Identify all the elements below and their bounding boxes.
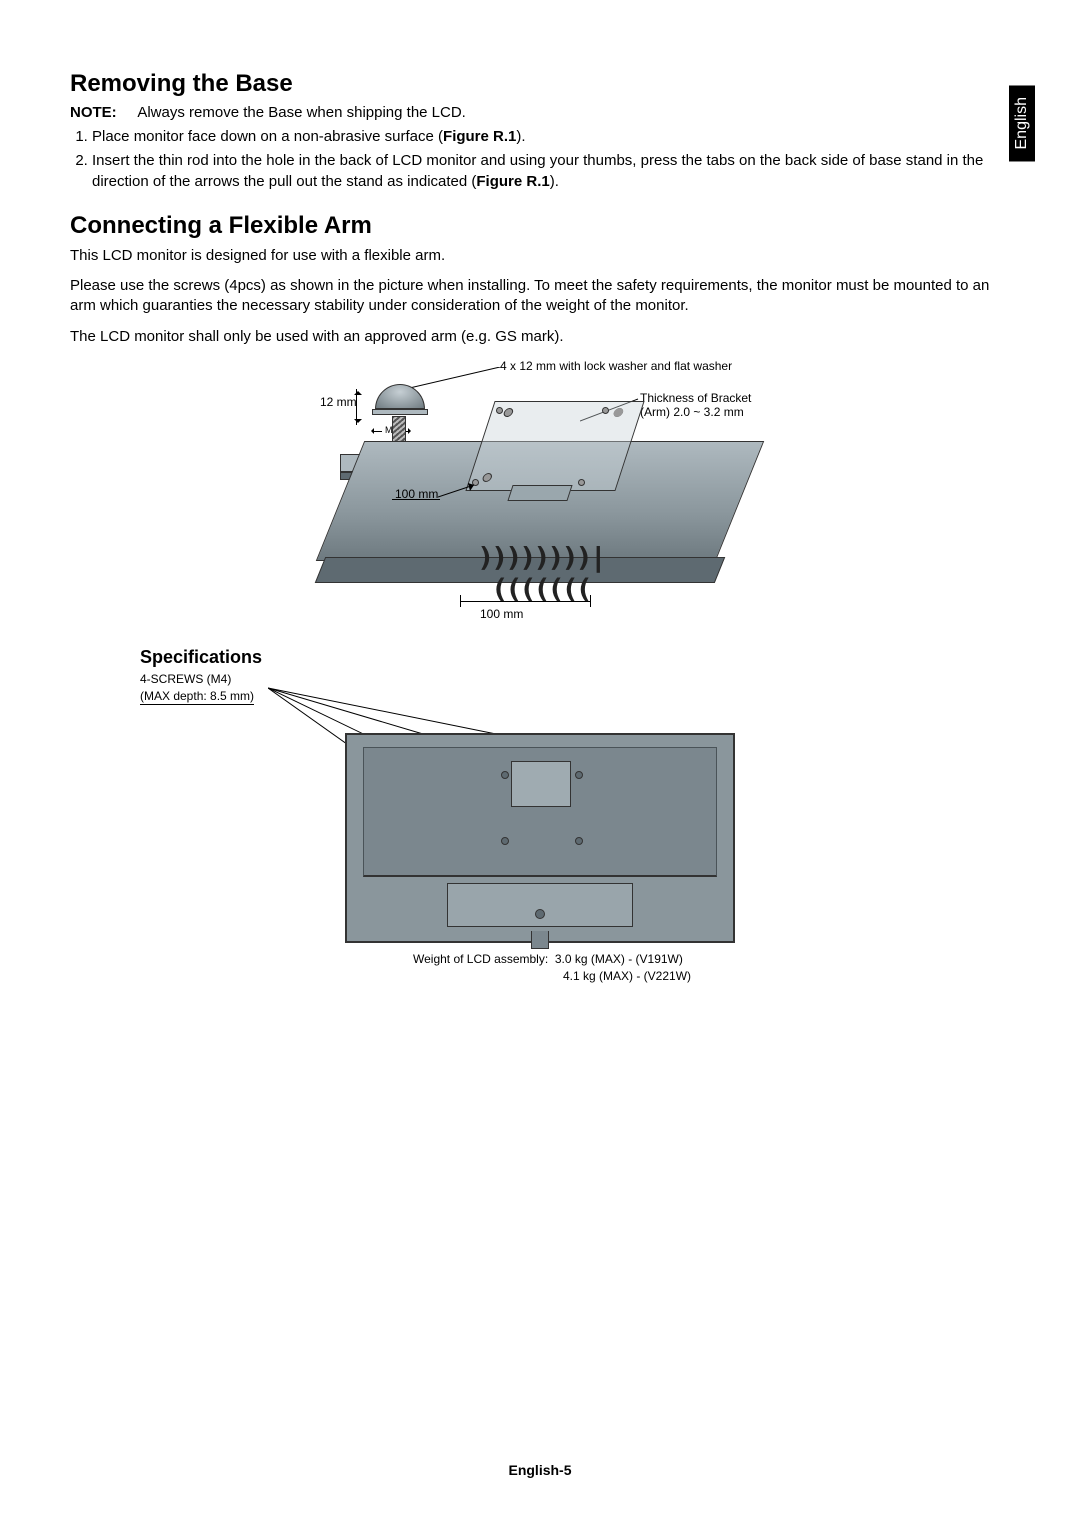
page-content: Removing the Base NOTE: Always remove th… [0, 0, 1080, 973]
stand-notch-icon [531, 931, 549, 949]
step-text-after: ). [550, 173, 559, 190]
dim-tick [590, 595, 591, 607]
diagram-back-view: Weight of LCD assembly: 3.0 kg (MAX) - (… [325, 713, 755, 973]
list-item: Place monitor face down on a non-abrasiv… [92, 127, 1010, 147]
weight-v191w: 3.0 kg (MAX) - (V191W) [555, 952, 683, 966]
screw-hole-icon [578, 479, 585, 486]
dim-underline [392, 499, 440, 500]
leader-line [438, 483, 476, 501]
step-text: Place monitor face down on a non-abrasiv… [92, 128, 443, 145]
note-text: Always remove the Base when shipping the… [137, 104, 466, 121]
callout-100mm-b: 100 mm [480, 607, 523, 621]
callout-bracket-thickness: Thickness of Bracket (Arm) 2.0 ~ 3.2 mm [640, 391, 751, 419]
figure-ref: Figure R.1 [476, 173, 549, 190]
callout-text: (Arm) 2.0 ~ 3.2 mm [640, 405, 744, 419]
callout-text: 100 mm [480, 607, 523, 621]
removal-steps-list: Place monitor face down on a non-abrasiv… [92, 127, 1010, 192]
heading-connecting-arm: Connecting a Flexible Arm [70, 212, 1010, 240]
spec-text-block: 4-SCREWS (M4) (MAX depth: 8.5 mm) [70, 672, 1010, 706]
figure-ref: Figure R.1 [443, 128, 516, 145]
list-item: Insert the thin rod into the hole in the… [92, 151, 1010, 192]
figure-back-view: Weight of LCD assembly: 3.0 kg (MAX) - (… [70, 713, 1010, 973]
callout-text: Thickness of Bracket [640, 391, 751, 405]
weight-caption: Weight of LCD assembly: 3.0 kg (MAX) - (… [413, 951, 691, 983]
callout-12mm: 12 mm [320, 395, 357, 409]
screw-hole-icon [496, 407, 503, 414]
weight-label: Weight of LCD assembly: [413, 952, 548, 966]
paragraph: This LCD monitor is designed for use wit… [70, 246, 1010, 266]
dim-line [460, 601, 590, 602]
callout-screw-spec: 4 x 12 mm with lock washer and flat wash… [500, 359, 732, 373]
figure-arm-mount: 4 x 12 mm with lock washer and flat wash… [70, 359, 1010, 639]
language-tab: English [1009, 85, 1035, 161]
note-line: NOTE: Always remove the Base when shippi… [70, 104, 1010, 121]
paragraph: The LCD monitor shall only be used with … [70, 327, 1010, 347]
note-label: NOTE: [70, 104, 134, 121]
heading-removing-base: Removing the Base [70, 70, 1010, 98]
screw-hole-icon [602, 407, 609, 414]
bracket-plate-icon [465, 401, 644, 491]
stand-mount-icon [447, 883, 633, 927]
heading-specifications: Specifications [140, 647, 1010, 668]
page-number: English-5 [0, 1462, 1080, 1478]
vent-grille-icon: ))))))))|((((((( [455, 542, 625, 567]
spec-line-2: (MAX depth: 8.5 mm) [140, 689, 254, 705]
spec-line-2-wrap: (MAX depth: 8.5 mm) [140, 687, 254, 705]
screw-ring-icon [372, 409, 428, 415]
diagram-arm-mount: 4 x 12 mm with lock washer and flat wash… [290, 359, 790, 639]
screw-cap-icon [375, 384, 425, 409]
paragraph: Please use the screws (4pcs) as shown in… [70, 276, 1010, 317]
connector-panel-icon [511, 761, 571, 807]
bracket-slot-icon [507, 485, 572, 501]
step-text-after: ). [516, 128, 525, 145]
weight-v221w: 4.1 kg (MAX) - (V221W) [563, 969, 691, 983]
dim-tick [460, 595, 461, 607]
